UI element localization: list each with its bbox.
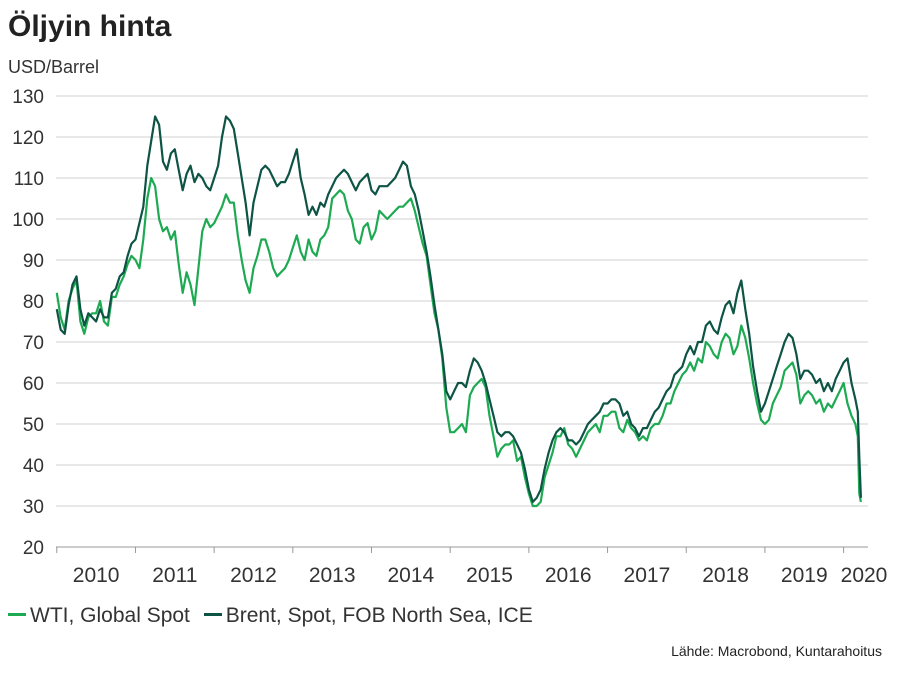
- legend-item-brent: Brent, Spot, FOB North Sea, ICE: [203, 604, 533, 628]
- source-note: Lähde: Macrobond, Kuntarahoitus: [671, 643, 882, 659]
- series-line-brent: [55, 115, 862, 503]
- y-tick-label-50: 50: [23, 415, 44, 436]
- y-tick-label-100: 100: [12, 210, 44, 231]
- legend-label-wti: WTI, Global Spot: [30, 604, 190, 627]
- y-tick-label-80: 80: [23, 292, 44, 313]
- legend: WTI, Global Spot Brent, Spot, FOB North …: [8, 604, 541, 628]
- legend-item-wti: WTI, Global Spot: [8, 604, 190, 628]
- y-tick-label-110: 110: [14, 169, 44, 190]
- x-tick-label-2017: 2017: [624, 564, 671, 587]
- chart-title: Öljyin hinta: [8, 10, 172, 43]
- y-axis-unit-label: USD/Barrel: [8, 57, 100, 77]
- legend-label-brent: Brent, Spot, FOB North Sea, ICE: [225, 604, 533, 627]
- x-tick-label-2012: 2012: [230, 564, 277, 587]
- y-tick-label-40: 40: [23, 456, 44, 477]
- x-tick-label-2010: 2010: [73, 564, 120, 587]
- series-line-wti: [55, 176, 862, 508]
- y-tick-label-70: 70: [23, 333, 44, 354]
- x-tick-label-2013: 2013: [309, 564, 356, 587]
- y-tick-label-60: 60: [23, 374, 44, 395]
- y-tick-label-20: 20: [23, 538, 44, 559]
- y-tick-label-120: 120: [12, 128, 44, 149]
- x-tick-label-2020: 2020: [841, 564, 888, 587]
- legend-swatch-wti: [8, 612, 26, 616]
- x-tick-label-2014: 2014: [387, 564, 434, 587]
- legend-swatch-brent: [203, 612, 222, 616]
- x-tick-label-2019: 2019: [781, 564, 828, 587]
- y-tick-label-90: 90: [23, 251, 44, 272]
- y-tick-label-130: 130: [12, 87, 44, 108]
- line-chart: 20 30 40 50 60 70 80 90 100 110 120 130 2010 2011 2012…: [12, 87, 888, 587]
- y-tick-label-30: 30: [23, 497, 44, 518]
- x-tick-label-2018: 2018: [702, 564, 749, 587]
- x-tick-label-2016: 2016: [545, 564, 592, 587]
- x-tick-label-2015: 2015: [466, 564, 513, 587]
- x-tick-label-2011: 2011: [152, 564, 197, 587]
